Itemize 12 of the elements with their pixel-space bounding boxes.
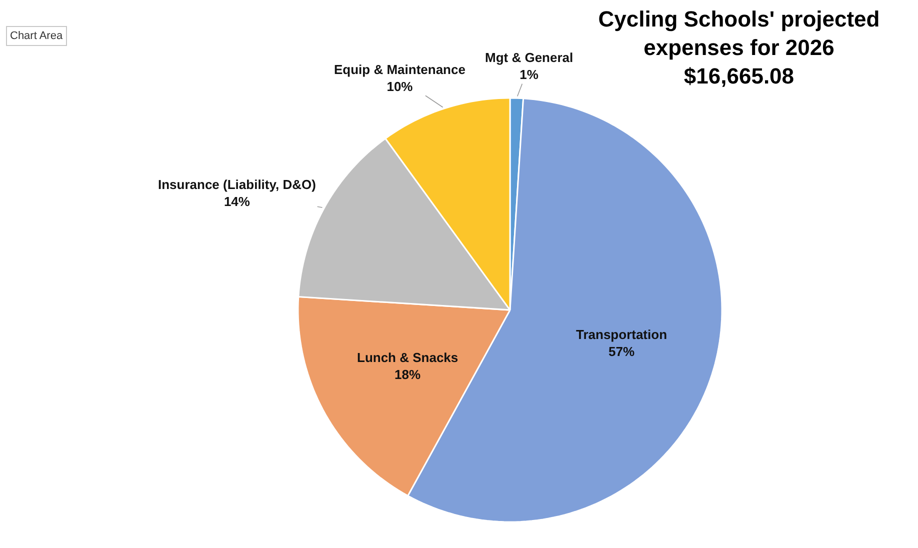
data-label: 57% <box>608 344 635 359</box>
slice-label: Insurance (Liability, D&O) <box>158 177 316 192</box>
data-label: 10% <box>386 78 414 94</box>
data-label: 1% <box>520 66 539 82</box>
data-label: 18% <box>394 366 422 382</box>
text: Chart Area <box>10 30 64 42</box>
slice-label: Mgt & General <box>485 50 574 65</box>
slice-label: Lunch & Snacks <box>357 350 458 365</box>
chart-title: Cycling Schools' projected expenses for 2026 $16,665.08 <box>598 6 880 89</box>
data-label: 14% <box>224 194 250 209</box>
slice-label: Transportation <box>576 327 668 342</box>
slice-label: Equip & Maintenance <box>334 62 466 77</box>
